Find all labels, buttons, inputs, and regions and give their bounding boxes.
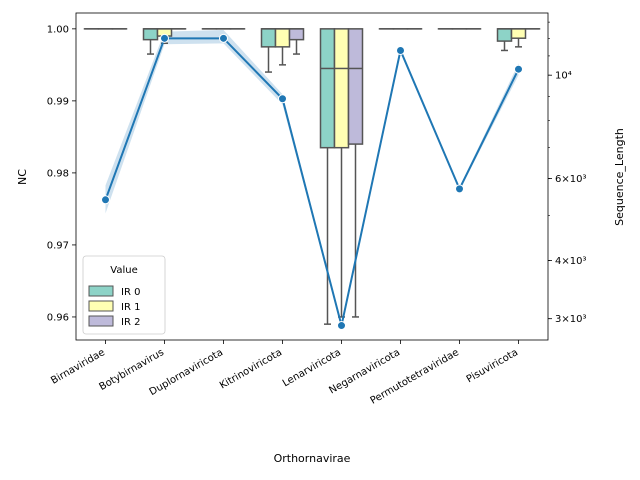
sequence-length-line: [104, 37, 520, 326]
right-tick-label: 3×10³: [555, 314, 586, 325]
box: [142, 28, 159, 55]
sequence-length-point: [396, 45, 405, 55]
legend-entry: IR 0: [121, 287, 140, 298]
legend-swatch: [88, 285, 114, 297]
left-tick-label: 0.99: [47, 96, 69, 107]
legend: Value IR 0 IR 1 IR 2: [82, 255, 166, 335]
sequence-length-point: [337, 321, 346, 331]
sequence-length-point: [278, 94, 287, 104]
right-tick-label: 4×10³: [555, 256, 586, 267]
legend-entry: IR 2: [121, 317, 140, 328]
sequence-length-point: [101, 195, 110, 205]
left-tick-label: 0.96: [47, 312, 69, 323]
box: [319, 28, 336, 325]
left-axis: 0.96 0.97 0.98 0.99 1.00: [47, 24, 76, 323]
box: [288, 28, 305, 55]
box: [333, 28, 350, 318]
box-body: [288, 28, 305, 41]
box-body: [142, 28, 159, 41]
box-layer: [83, 28, 541, 325]
right-axis: 3×10³ 4×10³ 6×10³ 10⁴: [548, 21, 586, 325]
box-body: [347, 28, 364, 145]
ci-band: [105, 30, 519, 327]
box-body: [319, 28, 336, 149]
box: [274, 28, 291, 66]
box-body: [260, 28, 277, 48]
left-tick-label: 0.97: [47, 240, 69, 251]
legend-frame: [82, 255, 166, 335]
sequence-length-point: [514, 64, 523, 74]
left-axis-title: NC: [16, 169, 29, 185]
legend-entry: IR 1: [121, 302, 140, 313]
sequence-length-point: [160, 33, 169, 43]
box: [510, 28, 527, 48]
left-tick-label: 0.98: [47, 168, 69, 179]
legend-swatch: [88, 300, 114, 312]
box: [347, 28, 364, 318]
x-axis-title: Orthornavirae: [274, 452, 351, 465]
ci-band-layer: [105, 30, 519, 327]
right-axis-title: Sequence_Length: [613, 128, 626, 226]
x-tick-label: Pisuviricota: [465, 347, 520, 385]
x-axis: BirnaviridaeBotybirnavirusDuplornavirico…: [49, 340, 520, 407]
right-tick-label: 10⁴: [555, 71, 572, 82]
right-tick-label: 6×10³: [555, 174, 586, 185]
legend-swatch: [88, 315, 114, 327]
left-tick-label: 1.00: [47, 24, 69, 35]
x-tick-label: Kitrinoviricota: [218, 347, 284, 391]
box-body: [496, 28, 513, 42]
legend-title: Value: [110, 265, 137, 276]
box-body: [274, 28, 291, 48]
box-body: [510, 28, 527, 39]
box: [496, 28, 513, 52]
box: [260, 28, 277, 73]
plot-frame: [75, 12, 549, 341]
box-body: [333, 28, 350, 149]
sequence-length-point: [455, 184, 464, 194]
sequence-length-point: [219, 33, 228, 43]
x-tick-label: Birnaviridae: [49, 347, 107, 387]
line-layer: [101, 33, 523, 331]
